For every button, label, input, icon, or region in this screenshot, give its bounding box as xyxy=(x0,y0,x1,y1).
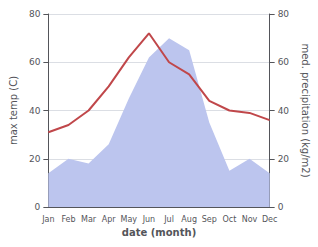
svg-text:Feb: Feb xyxy=(61,215,75,224)
svg-text:Jul: Jul xyxy=(163,215,174,224)
svg-text:20: 20 xyxy=(29,154,41,164)
svg-text:Oct: Oct xyxy=(222,215,236,224)
svg-text:Sep: Sep xyxy=(202,215,217,224)
svg-text:Nov: Nov xyxy=(242,215,258,224)
svg-text:Jun: Jun xyxy=(142,215,156,224)
svg-text:Aug: Aug xyxy=(181,215,197,224)
svg-text:Jan: Jan xyxy=(41,215,54,224)
svg-text:med. precipitation (kg/m2): med. precipitation (kg/m2) xyxy=(300,43,311,177)
svg-text:20: 20 xyxy=(278,154,290,164)
svg-text:May: May xyxy=(121,215,138,224)
svg-text:0: 0 xyxy=(278,202,284,212)
svg-text:Dec: Dec xyxy=(262,215,277,224)
svg-text:60: 60 xyxy=(278,57,290,67)
svg-text:80: 80 xyxy=(278,9,290,19)
svg-text:max temp (C): max temp (C) xyxy=(8,76,19,145)
svg-text:Apr: Apr xyxy=(102,215,117,224)
svg-text:Mar: Mar xyxy=(81,215,97,224)
svg-text:40: 40 xyxy=(278,106,290,116)
svg-text:40: 40 xyxy=(29,106,41,116)
svg-text:0: 0 xyxy=(35,202,41,212)
svg-text:60: 60 xyxy=(29,57,41,67)
svg-text:80: 80 xyxy=(29,9,41,19)
svg-text:date (month): date (month) xyxy=(122,227,196,238)
